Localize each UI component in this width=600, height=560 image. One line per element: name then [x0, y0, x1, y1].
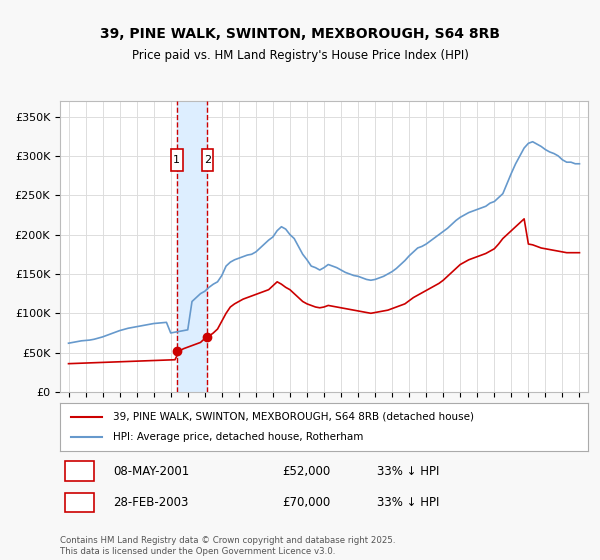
Text: Contains HM Land Registry data © Crown copyright and database right 2025.
This d: Contains HM Land Registry data © Crown c… [60, 536, 395, 556]
FancyBboxPatch shape [65, 493, 94, 512]
Text: 08-MAY-2001: 08-MAY-2001 [113, 465, 189, 478]
Text: £52,000: £52,000 [282, 465, 330, 478]
Text: £70,000: £70,000 [282, 496, 330, 509]
Text: 1: 1 [173, 155, 180, 165]
Bar [176, 101, 208, 392]
Text: 2: 2 [76, 496, 83, 509]
Text: 28-FEB-2003: 28-FEB-2003 [113, 496, 188, 509]
Text: 33% ↓ HPI: 33% ↓ HPI [377, 465, 439, 478]
Text: Price paid vs. HM Land Registry's House Price Index (HPI): Price paid vs. HM Land Registry's House … [131, 49, 469, 63]
Text: 1: 1 [76, 465, 83, 478]
Text: HPI: Average price, detached house, Rotherham: HPI: Average price, detached house, Roth… [113, 432, 363, 442]
Text: 39, PINE WALK, SWINTON, MEXBOROUGH, S64 8RB: 39, PINE WALK, SWINTON, MEXBOROUGH, S64 … [100, 27, 500, 41]
Text: 39, PINE WALK, SWINTON, MEXBOROUGH, S64 8RB (detached house): 39, PINE WALK, SWINTON, MEXBOROUGH, S64 … [113, 412, 474, 422]
FancyBboxPatch shape [202, 149, 214, 171]
Text: 2: 2 [204, 155, 211, 165]
Text: 33% ↓ HPI: 33% ↓ HPI [377, 496, 439, 509]
FancyBboxPatch shape [65, 461, 94, 481]
FancyBboxPatch shape [171, 149, 182, 171]
